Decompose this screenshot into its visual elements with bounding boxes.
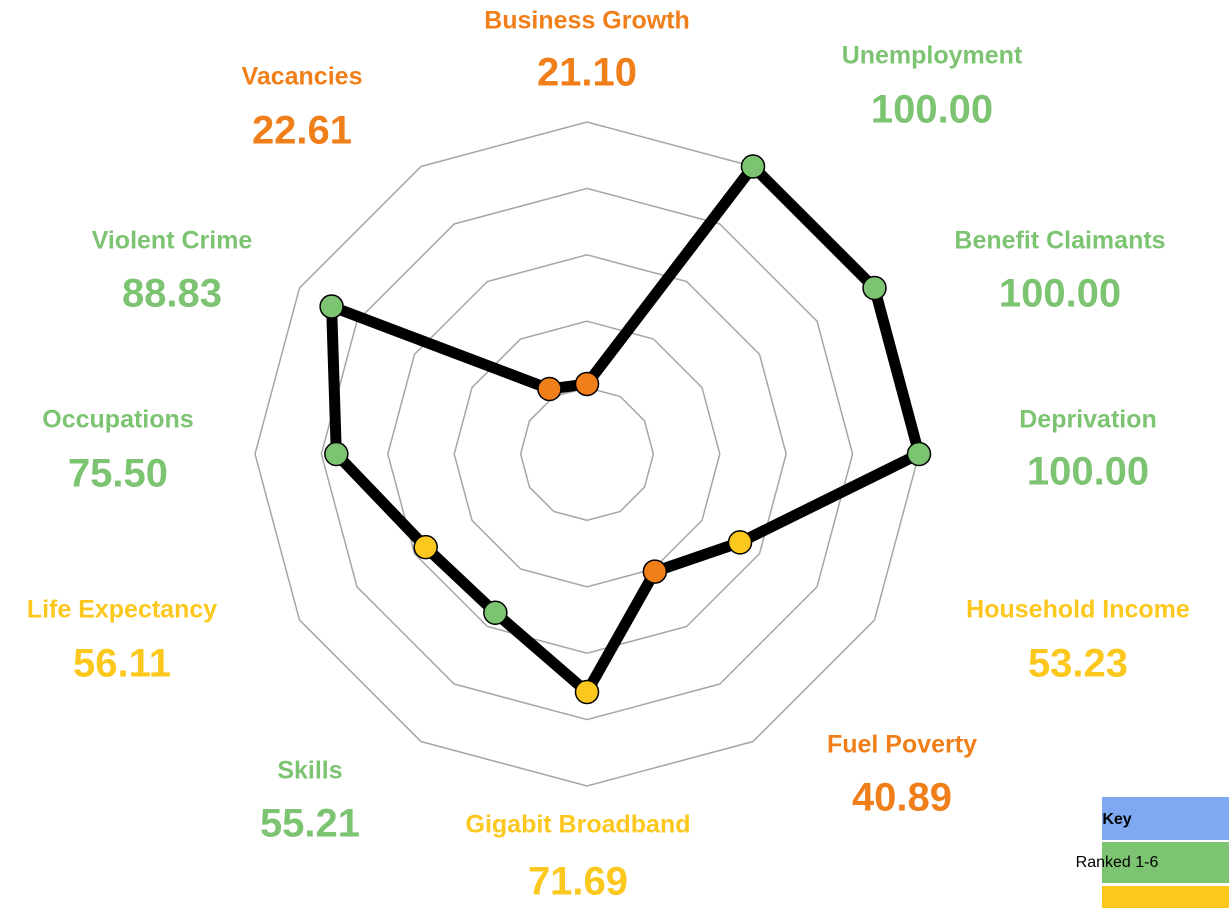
axis-label: Gigabit Broadband xyxy=(466,811,691,839)
grid-ring xyxy=(519,386,655,522)
data-point xyxy=(906,441,932,467)
key-swatch xyxy=(1102,842,1229,883)
value-label: 88.83 xyxy=(122,272,222,316)
data-point xyxy=(319,294,344,319)
data-point xyxy=(642,559,668,584)
key-label: Ranked 1-6 xyxy=(1076,854,1159,871)
axis-label: Benefit Claimants xyxy=(954,227,1165,255)
data-point xyxy=(537,376,562,402)
value-label: 75.50 xyxy=(68,452,168,496)
value-label: 100.00 xyxy=(871,88,993,132)
value-label: 55.21 xyxy=(260,802,360,846)
grid-ring xyxy=(387,254,787,654)
data-point xyxy=(740,154,766,179)
axis-label: Unemployment xyxy=(842,42,1023,70)
key-title: Key xyxy=(1102,811,1131,828)
value-label: 100.00 xyxy=(999,272,1121,316)
axis-label: Skills xyxy=(277,757,342,785)
data-point xyxy=(483,600,508,625)
value-label: 56.11 xyxy=(73,642,171,686)
axis-label: Vacancies xyxy=(242,63,363,91)
data-point xyxy=(574,679,600,705)
data-point xyxy=(862,275,887,301)
grid-ring xyxy=(453,320,721,588)
axis-label: Life Expectancy xyxy=(27,596,217,624)
key-row xyxy=(1102,886,1229,908)
value-label: 71.69 xyxy=(528,860,628,904)
value-label: 21.10 xyxy=(537,51,637,95)
value-label: 40.89 xyxy=(852,776,952,820)
data-line xyxy=(326,160,925,698)
axis-label: Household Income xyxy=(966,596,1190,624)
axis-label: Occupations xyxy=(42,406,193,434)
axis-label: Business Growth xyxy=(484,7,690,35)
grid-ring xyxy=(320,187,854,721)
data-point xyxy=(413,534,438,560)
value-label: 100.00 xyxy=(1027,450,1149,494)
data-point xyxy=(574,371,600,397)
value-label: 53.23 xyxy=(1028,642,1128,686)
key-header xyxy=(1102,797,1229,840)
axis-label: Violent Crime xyxy=(92,227,253,255)
axis-label: Deprivation xyxy=(1019,406,1157,434)
value-label: 22.61 xyxy=(252,109,352,153)
axis-label: Fuel Poverty xyxy=(827,731,977,759)
data-point xyxy=(324,441,349,467)
data-point xyxy=(727,530,753,555)
